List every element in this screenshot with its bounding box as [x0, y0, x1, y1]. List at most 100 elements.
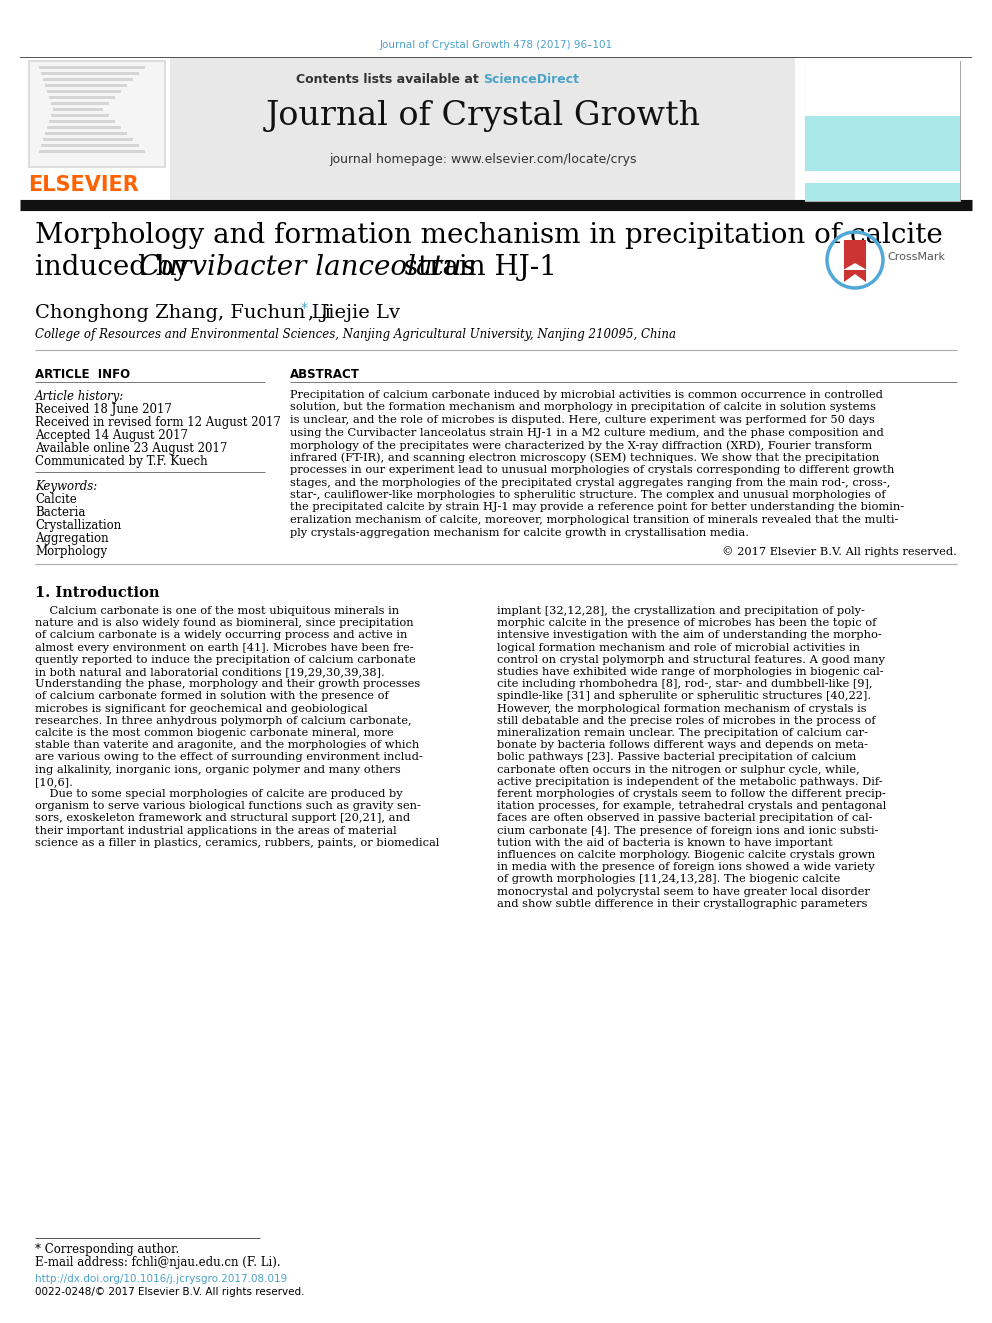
Text: journal homepage: www.elsevier.com/locate/crys: journal homepage: www.elsevier.com/locat… [329, 153, 637, 165]
Text: carbonate often occurs in the nitrogen or sulphur cycle, while,: carbonate often occurs in the nitrogen o… [497, 765, 860, 774]
Text: infrared (FT-IR), and scanning electron microscopy (SEM) techniques. We show tha: infrared (FT-IR), and scanning electron … [290, 452, 879, 463]
Text: [10,6].: [10,6]. [35, 777, 72, 787]
Text: Curvibacter lanceolatus: Curvibacter lanceolatus [139, 254, 476, 280]
Text: ply crystals-aggregation mechanism for calcite growth in crystallisation media.: ply crystals-aggregation mechanism for c… [290, 528, 749, 537]
Text: Understanding the phase, morphology and their growth processes: Understanding the phase, morphology and … [35, 679, 421, 689]
Text: bonate by bacteria follows different ways and depends on meta-: bonate by bacteria follows different way… [497, 740, 868, 750]
Bar [20, 58, 170, 205]
Text: nature and is also widely found as biomineral, since precipitation: nature and is also widely found as biomi… [35, 618, 414, 628]
Text: Article history:: Article history: [35, 390, 124, 404]
Text: El: El [812, 66, 818, 71]
Text: JOURNAL OF: JOURNAL OF [812, 71, 851, 75]
Text: ARTICLE  INFO: ARTICLE INFO [35, 368, 130, 381]
Text: control on crystal polymorph and structural features. A good many: control on crystal polymorph and structu… [497, 655, 885, 664]
Bar [41, 71, 139, 75]
Text: cium carbonate [4]. The presence of foreign ions and ionic substi-: cium carbonate [4]. The presence of fore… [497, 826, 879, 836]
Text: bolic pathways [23]. Passive bacterial precipitation of calcium: bolic pathways [23]. Passive bacterial p… [497, 753, 856, 762]
Text: solution, but the formation mechanism and morphology in precipitation of calcite: solution, but the formation mechanism an… [290, 402, 876, 413]
Text: of calcium carbonate formed in solution with the presence of: of calcium carbonate formed in solution … [35, 692, 389, 701]
Text: studies have exhibited wide range of morphologies in biogenic cal-: studies have exhibited wide range of mor… [497, 667, 884, 677]
Text: ferent morphologies of crystals seem to follow the different precip-: ferent morphologies of crystals seem to … [497, 789, 886, 799]
Text: Accepted 14 August 2017: Accepted 14 August 2017 [35, 429, 188, 442]
Text: in media with the presence of foreign ions showed a wide variety: in media with the presence of foreign io… [497, 863, 875, 872]
Text: of growth morphologies [11,24,13,28]. The biogenic calcite: of growth morphologies [11,24,13,28]. Th… [497, 875, 840, 884]
Text: Morphology: Morphology [35, 545, 107, 558]
Text: 1. Introduction: 1. Introduction [35, 586, 160, 601]
Bar [45, 83, 127, 87]
Text: morphic calcite in the presence of microbes has been the topic of: morphic calcite in the presence of micro… [497, 618, 876, 628]
Text: Due to some special morphologies of calcite are produced by: Due to some special morphologies of calc… [35, 789, 403, 799]
Polygon shape [843, 263, 867, 270]
Text: mineralization remain unclear. The precipitation of calcium car-: mineralization remain unclear. The preci… [497, 728, 868, 738]
Text: microbes is significant for geochemical and geobiological: microbes is significant for geochemical … [35, 704, 368, 713]
Bar [43, 138, 133, 142]
Bar [41, 144, 139, 147]
Text: Communicated by T.F. Kuech: Communicated by T.F. Kuech [35, 455, 207, 468]
Text: Morphology and formation mechanism in precipitation of calcite: Morphology and formation mechanism in pr… [35, 222, 942, 249]
Text: Aggregation: Aggregation [35, 532, 109, 545]
Bar [805, 171, 960, 183]
Text: induced by: induced by [35, 254, 198, 280]
Text: Available online 23 August 2017: Available online 23 August 2017 [35, 442, 227, 455]
Text: Contents lists available at: Contents lists available at [296, 73, 483, 86]
Bar [49, 97, 115, 99]
Text: the precipitated calcite by strain HJ-1 may provide a reference point for better: the precipitated calcite by strain HJ-1 … [290, 503, 904, 512]
Text: CrossMark: CrossMark [887, 251, 945, 262]
Bar [170, 58, 795, 205]
Text: Calcium carbonate is one of the most ubiquitous minerals in: Calcium carbonate is one of the most ubi… [35, 606, 399, 617]
Text: their important industrial applications in the areas of material: their important industrial applications … [35, 826, 397, 836]
Text: of calcium carbonate is a widely occurring process and active in: of calcium carbonate is a widely occurri… [35, 630, 408, 640]
Text: itation processes, for example, tetrahedral crystals and pentagonal: itation processes, for example, tetrahed… [497, 802, 886, 811]
Text: is unclear, and the role of microbes is disputed. Here, culture experiment was p: is unclear, and the role of microbes is … [290, 415, 875, 425]
Text: in both natural and laboratorial conditions [19,29,30,39,38].: in both natural and laboratorial conditi… [35, 667, 385, 677]
Text: ABSTRACT: ABSTRACT [290, 368, 360, 381]
Text: Precipitation of calcium carbonate induced by microbial activities is common occ: Precipitation of calcium carbonate induc… [290, 390, 883, 400]
Text: researches. In three anhydrous polymorph of calcium carbonate,: researches. In three anhydrous polymorph… [35, 716, 412, 726]
Text: 0022-0248/© 2017 Elsevier B.V. All rights reserved.: 0022-0248/© 2017 Elsevier B.V. All right… [35, 1287, 305, 1297]
Text: Journal of Crystal Growth: Journal of Crystal Growth [266, 101, 700, 132]
Text: College of Resources and Environmental Sciences, Nanjing Agricultural University: College of Resources and Environmental S… [35, 328, 676, 341]
Bar [49, 120, 115, 123]
Text: and show subtle difference in their crystallographic parameters: and show subtle difference in their crys… [497, 898, 867, 909]
Text: stages, and the morphologies of the precipitated crystal aggregates ranging from: stages, and the morphologies of the prec… [290, 478, 891, 487]
Text: stable than vaterite and aragonite, and the morphologies of which: stable than vaterite and aragonite, and … [35, 740, 420, 750]
Bar [805, 61, 960, 201]
Text: Calcite: Calcite [35, 493, 76, 505]
Text: CRYSTAL: CRYSTAL [835, 70, 890, 79]
Bar [43, 78, 133, 81]
Bar [47, 126, 121, 130]
Text: strain HJ-1: strain HJ-1 [395, 254, 557, 280]
Text: However, the morphological formation mechanism of crystals is: However, the morphological formation mec… [497, 704, 867, 713]
Text: tution with the aid of bacteria is known to have important: tution with the aid of bacteria is known… [497, 837, 832, 848]
Bar [47, 90, 121, 93]
Text: influences on calcite morphology. Biogenic calcite crystals grown: influences on calcite morphology. Biogen… [497, 849, 875, 860]
Text: GROWTH: GROWTH [835, 83, 891, 93]
Text: still debatable and the precise roles of microbes in the process of: still debatable and the precise roles of… [497, 716, 876, 726]
Text: eralization mechanism of calcite, moreover, morphological transition of minerals: eralization mechanism of calcite, moreov… [290, 515, 899, 525]
Text: sors, exoskeleton framework and structural support [20,21], and: sors, exoskeleton framework and structur… [35, 814, 410, 823]
Text: Received in revised form 12 August 2017: Received in revised form 12 August 2017 [35, 415, 281, 429]
Text: science as a filler in plastics, ceramics, rubbers, paints, or biomedical: science as a filler in plastics, ceramic… [35, 837, 439, 848]
Text: Keywords:: Keywords: [35, 480, 97, 493]
Bar [30, 62, 164, 165]
Text: morphology of the precipitates were characterized by the X-ray diffraction (XRD): morphology of the precipitates were char… [290, 441, 872, 451]
Bar [28, 60, 166, 168]
Text: logical formation mechanism and role of microbial activities in: logical formation mechanism and role of … [497, 643, 860, 652]
Text: quently reported to induce the precipitation of calcium carbonate: quently reported to induce the precipita… [35, 655, 416, 664]
Text: using the Curvibacter lanceolatus strain HJ-1 in a M2 culture medium, and the ph: using the Curvibacter lanceolatus strain… [290, 427, 884, 438]
Bar [53, 108, 103, 111]
Text: spindle-like [31] and spherulite or spherulitic structures [40,22].: spindle-like [31] and spherulite or sphe… [497, 692, 871, 701]
Bar [45, 132, 127, 135]
Text: http://dx.doi.org/10.1016/j.jcrysgro.2017.08.019: http://dx.doi.org/10.1016/j.jcrysgro.201… [35, 1274, 288, 1285]
Text: *: * [301, 302, 308, 315]
Text: ScienceDirect: ScienceDirect [483, 73, 579, 86]
Text: implant [32,12,28], the crystallization and precipitation of poly-: implant [32,12,28], the crystallization … [497, 606, 865, 617]
Text: calcite is the most common biogenic carbonate mineral, more: calcite is the most common biogenic carb… [35, 728, 394, 738]
Text: processes in our experiment lead to unusual morphologies of crystals correspondi: processes in our experiment lead to unus… [290, 464, 895, 475]
Text: Crystallization: Crystallization [35, 519, 121, 532]
Bar [39, 149, 145, 153]
Text: © 2017 Elsevier B.V. All rights reserved.: © 2017 Elsevier B.V. All rights reserved… [722, 546, 957, 557]
Bar [51, 102, 109, 105]
Text: , Jiejie Lv: , Jiejie Lv [308, 304, 400, 321]
Bar [805, 183, 960, 201]
